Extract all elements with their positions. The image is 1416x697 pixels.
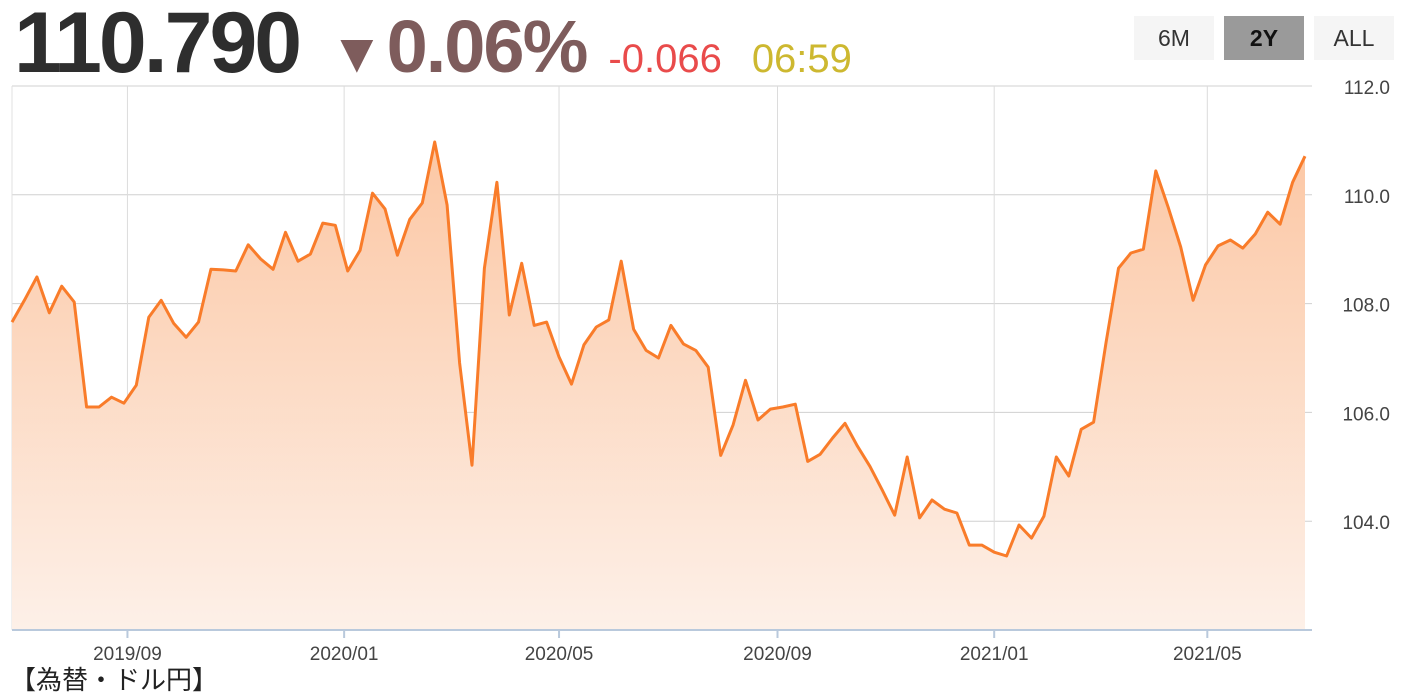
y-tick-label: 106.0: [1342, 404, 1390, 425]
y-tick-label: 112.0: [1344, 78, 1390, 99]
x-tick-label: 2020/01: [310, 644, 379, 665]
footer-caption: 【為替・ドル円】: [10, 660, 218, 697]
x-tick-label: 2020/09: [743, 644, 812, 665]
x-tick-label: 2021/01: [960, 644, 1029, 665]
x-tick-label: 2021/05: [1173, 644, 1242, 665]
y-tick-label: 104.0: [1342, 513, 1390, 534]
area-fill: [12, 142, 1305, 630]
x-tick-label: 2020/05: [525, 644, 594, 665]
y-tick-label: 108.0: [1342, 296, 1390, 317]
y-tick-label: 110.0: [1344, 187, 1390, 208]
